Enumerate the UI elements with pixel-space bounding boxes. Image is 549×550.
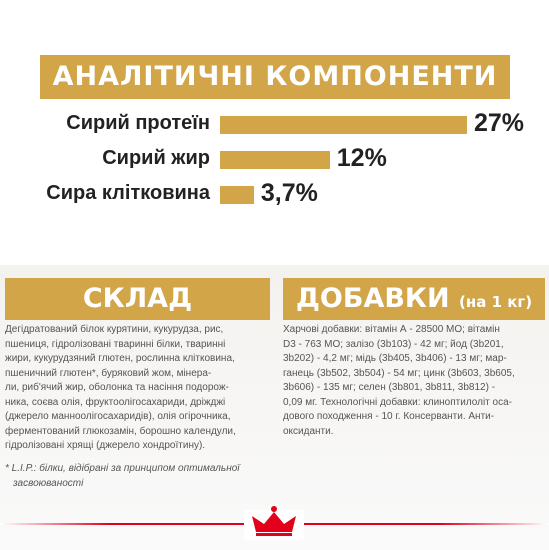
text-line: ника, соєва олія, фруктоолігосахариди, д… <box>5 396 226 408</box>
text-line: * L.I.P.: білки, відібрані за принципом … <box>5 463 240 474</box>
value-label: 12% <box>336 144 387 172</box>
additives-subtitle: (на 1 кг) <box>459 293 533 311</box>
text-line: D3 - 763 МО; залізо (3b103) - 42 мг; йод… <box>283 338 504 350</box>
bar <box>220 151 330 169</box>
value-label: 27% <box>474 109 525 137</box>
text-line: засвоюваності <box>13 477 84 489</box>
logo <box>244 506 304 540</box>
additives-title: ДОБАВКИ <box>295 283 450 314</box>
text-line: гідролізовані хрящі (джерело хондроїтину… <box>5 440 206 451</box>
text-line: ли, риб'ячий жир, оболонка та насіння по… <box>5 382 229 393</box>
text-line: (джерело манноолігосахаридів), олія огір… <box>5 411 231 422</box>
text-line: жири, кукурудзяний глютен, рослинна кліт… <box>5 353 235 364</box>
value-label: 3,7% <box>260 179 318 207</box>
bar <box>220 116 467 134</box>
category-label: Сирий жир <box>102 147 210 169</box>
category-label: Сира клітковина <box>46 182 210 204</box>
text-line: 3b202) - 4,2 мг; мідь (3b405, 3b406) - 1… <box>283 353 507 364</box>
additives-banner: ДОБАВКИ (на 1 кг) <box>283 278 545 320</box>
title-banner: АНАЛІТИЧНІ КОМПОНЕНТИ <box>40 55 510 99</box>
text-line: ганець (3b502, 3b504) - 54 мг; цинк (3b6… <box>283 367 515 379</box>
text-line: Дегідратований білок курятини, кукурудза… <box>5 324 224 335</box>
composition-banner: СКЛАД <box>5 278 270 320</box>
text-line: Харчові добавки: вітамін А - 28500 МО; в… <box>283 324 500 335</box>
text-line: пшеничний глютен*, буряковий жом, мінера… <box>5 367 212 379</box>
text-line: 3b606) - 135 мг; селен (3b801, 3b811, 3b… <box>283 382 496 393</box>
text-line: дового походження - 10 г. Консерванти. А… <box>283 411 495 422</box>
category-label: Сирий протеїн <box>66 112 210 134</box>
text-line: пшениця, гідролізовані тваринні білки, т… <box>5 338 226 350</box>
bar <box>220 186 254 204</box>
text-line: 0,09 мг. Технологічні добавки: клиноптил… <box>283 396 512 408</box>
text-line: ферментований глюкозамін, борошно календ… <box>5 425 236 437</box>
text-line: оксиданти. <box>283 425 334 437</box>
